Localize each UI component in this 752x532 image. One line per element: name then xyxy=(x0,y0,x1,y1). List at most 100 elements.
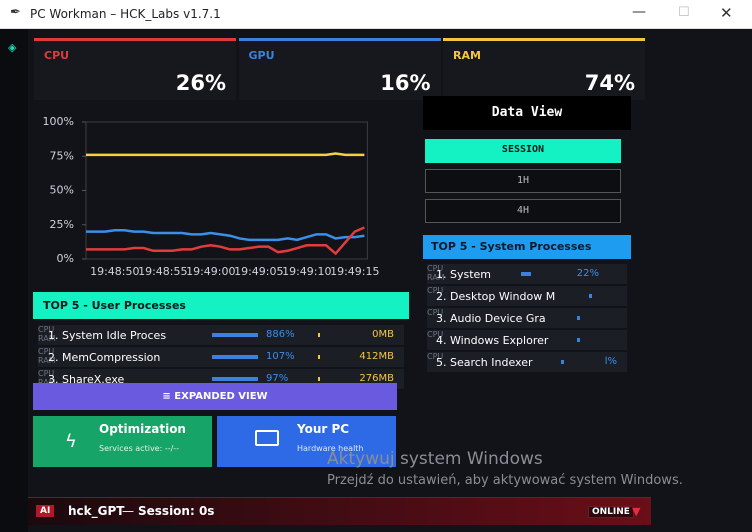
system-process-row: 1. System CPU 22% RAM xyxy=(427,264,627,284)
minimize[interactable]: — xyxy=(632,4,646,20)
ram-label: RAM xyxy=(427,273,445,282)
y-tick-label: 0% xyxy=(57,252,74,265)
process-name: 2. Desktop Window M xyxy=(436,290,556,303)
ram-value: 0MB xyxy=(372,329,394,340)
series-line xyxy=(86,152,365,157)
range-button[interactable]: SESSION xyxy=(425,139,621,163)
card-title: Optimization xyxy=(99,422,186,436)
x-tick-label: 19:48:55 xyxy=(138,265,187,278)
cpu-value: l% xyxy=(604,356,617,367)
menu-icon: ≡ xyxy=(162,391,175,402)
cpu-label: CPU xyxy=(38,325,55,334)
cpu-label: CPU xyxy=(38,369,55,378)
ram-label: RAM xyxy=(38,334,56,343)
cpu-label: CPU xyxy=(38,347,55,356)
x-tick-label: 19:49:05 xyxy=(234,265,283,278)
series-line xyxy=(86,228,365,242)
usage-bar xyxy=(212,355,258,359)
assistant-bar[interactable]: AI hck_GPT — Session: 0s ONLINE ▼ xyxy=(28,497,651,525)
usage-bar xyxy=(561,360,564,364)
cpu-label: CPU xyxy=(427,330,444,339)
x-tick-label: 19:49:10 xyxy=(282,265,331,278)
your-pc-card[interactable]: Your PC Hardware health xyxy=(217,416,396,467)
cpu-label: CPU xyxy=(427,308,444,317)
cpu-value: 97% xyxy=(266,373,289,384)
expanded-view-label: EXPANDED VIEW xyxy=(174,391,268,402)
cpu-label: CPU xyxy=(427,352,444,361)
maximize[interactable]: ☐ xyxy=(678,5,690,20)
system-process-row: 2. Desktop Window M CPU xyxy=(427,286,627,306)
stat-value: 74% xyxy=(584,71,635,95)
process-name: 1. System xyxy=(436,268,492,281)
optimization-card[interactable]: ϟ Optimization Services active: --/-- xyxy=(33,416,212,467)
y-tick-label: 75% xyxy=(50,149,74,162)
usage-bar xyxy=(318,355,320,359)
sidebar-icon[interactable]: ◈ xyxy=(8,41,17,54)
process-name: 5. Search Indexer xyxy=(436,356,533,369)
y-tick-label: 25% xyxy=(50,218,74,231)
card-title: Your PC xyxy=(297,422,350,436)
card-subtitle: Services active: --/-- xyxy=(99,444,180,453)
stat-label: RAM xyxy=(453,49,481,62)
process-name: 3. Audio Device Gra xyxy=(436,312,546,325)
system-processes-header: TOP 5 - System Processes xyxy=(423,235,631,259)
system-process-row: 5. Search Indexer CPU l% xyxy=(427,352,627,372)
user-processes-header: TOP 5 - User Processes xyxy=(33,292,409,319)
x-tick-label: 19:49:15 xyxy=(330,265,379,278)
card-subtitle: Hardware health xyxy=(297,444,364,453)
cpu-value: 22% xyxy=(576,268,599,279)
user-process-row: 1. System Idle Proces CPU 886% RAM 0MB xyxy=(38,325,404,345)
usage-bar xyxy=(318,377,320,381)
range-button[interactable]: 4H xyxy=(425,199,621,223)
laptop-icon xyxy=(255,430,279,446)
usage-bar xyxy=(577,316,580,320)
title-bar: ✒ PC Workman – HCK_Labs v1.7.1 — ☐ ✕ xyxy=(0,0,752,29)
ram-label: RAM xyxy=(38,378,404,387)
process-name: 1. System Idle Proces xyxy=(48,329,167,342)
cpu-label: CPU xyxy=(427,264,444,273)
range-button[interactable]: 1H xyxy=(425,169,621,193)
stat-panel: CPU 26% xyxy=(34,38,236,100)
watermark-title: Aktywuj system Windows xyxy=(327,449,543,469)
cpu-value: 107% xyxy=(266,351,295,362)
user-process-row: 2. MemCompression CPU 107% RAM 412MB xyxy=(38,347,404,367)
close[interactable]: ✕ xyxy=(720,4,733,22)
app-icon: ✒ xyxy=(10,5,21,20)
watermark-subtitle: Przejdź do ustawień, aby aktywować syste… xyxy=(327,473,683,488)
x-tick-label: 19:48:50 xyxy=(90,265,139,278)
expanded-view-button[interactable]: ≡ EXPANDED VIEW xyxy=(33,383,397,410)
cpu-label: CPU xyxy=(427,286,444,295)
system-process-row: 3. Audio Device Gra CPU xyxy=(427,308,627,328)
assistant-name: hck_GPT xyxy=(68,504,125,518)
usage-bar xyxy=(589,294,592,298)
plot-frame xyxy=(85,121,368,260)
stat-label: CPU xyxy=(44,49,70,62)
bolt-icon: ϟ xyxy=(65,431,77,452)
stat-value: 16% xyxy=(380,71,431,95)
series-line xyxy=(86,226,365,256)
process-name: 4. Windows Explorer xyxy=(436,334,549,347)
y-tick-label: 50% xyxy=(50,184,74,197)
session: Session: 0s xyxy=(138,504,215,518)
stat-value: 26% xyxy=(175,71,226,95)
process-name: 2. MemCompression xyxy=(48,351,161,364)
stat-panel: GPU 16% xyxy=(238,38,441,100)
stat-panel: RAM 74% xyxy=(443,38,645,100)
separator: — xyxy=(122,504,134,518)
ram-label: RAM xyxy=(38,356,56,365)
process-name: 3. ShareX.exe xyxy=(48,373,125,386)
usage-bar xyxy=(318,333,320,337)
sidebar: ◈ xyxy=(0,29,28,532)
collapse-arrow[interactable]: ▼ xyxy=(632,505,641,518)
usage-bar xyxy=(212,377,258,381)
ai-badge: AI xyxy=(36,505,55,517)
usage-bar xyxy=(521,272,531,276)
stat-label: GPU xyxy=(248,49,275,62)
y-tick-label: 100% xyxy=(43,115,74,128)
system-process-row: 4. Windows Explorer CPU xyxy=(427,330,627,350)
ram-value: 276MB xyxy=(359,373,394,384)
x-tick-label: 19:49:00 xyxy=(186,265,235,278)
data-view-header: Data View xyxy=(423,96,631,130)
usage-bar xyxy=(577,338,580,342)
